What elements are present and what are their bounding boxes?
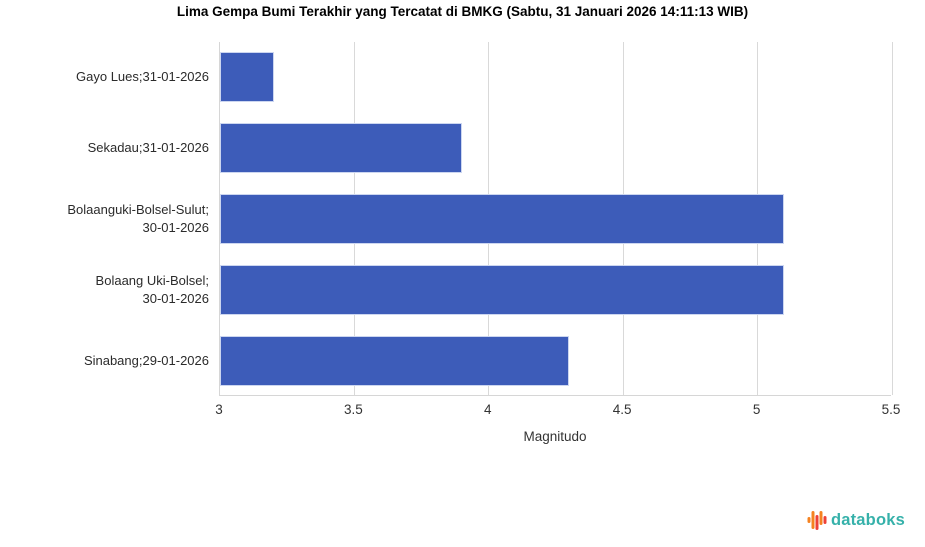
bar bbox=[220, 335, 570, 386]
bar bbox=[220, 123, 462, 174]
databoks-logo[interactable]: databoks bbox=[807, 509, 905, 532]
y-axis-label: Sekadau;31-01-2026 bbox=[87, 140, 209, 156]
chart-title: Lima Gempa Bumi Terakhir yang Tercatat d… bbox=[176, 4, 749, 19]
x-tick-label: 4.5 bbox=[612, 402, 632, 417]
y-axis-label: Gayo Lues;31-01-2026 bbox=[76, 69, 209, 85]
bar bbox=[220, 194, 785, 244]
y-axis-label: Bolaang Uki-Bolsel; 30-01-2026 bbox=[95, 272, 209, 306]
x-axis-title: Magnitudo bbox=[523, 429, 587, 444]
x-tick-label: 5 bbox=[752, 402, 761, 417]
bar bbox=[220, 264, 785, 315]
x-tick-label: 4 bbox=[484, 402, 492, 417]
y-axis-label: Bolaanguki-Bolsel-Sulut; 30-01-2026 bbox=[67, 202, 209, 235]
x-tick-label: 3 bbox=[215, 402, 223, 417]
y-axis-label: Sinabang;29-01-2026 bbox=[83, 352, 209, 368]
gridline bbox=[891, 42, 893, 395]
bar bbox=[220, 52, 274, 103]
x-tick-label: 5.5 bbox=[881, 402, 901, 417]
databoks-icon bbox=[807, 511, 827, 530]
databoks-logo-text: databoks bbox=[830, 511, 905, 529]
plot-area bbox=[219, 42, 893, 396]
x-tick-label: 3.5 bbox=[344, 402, 363, 417]
